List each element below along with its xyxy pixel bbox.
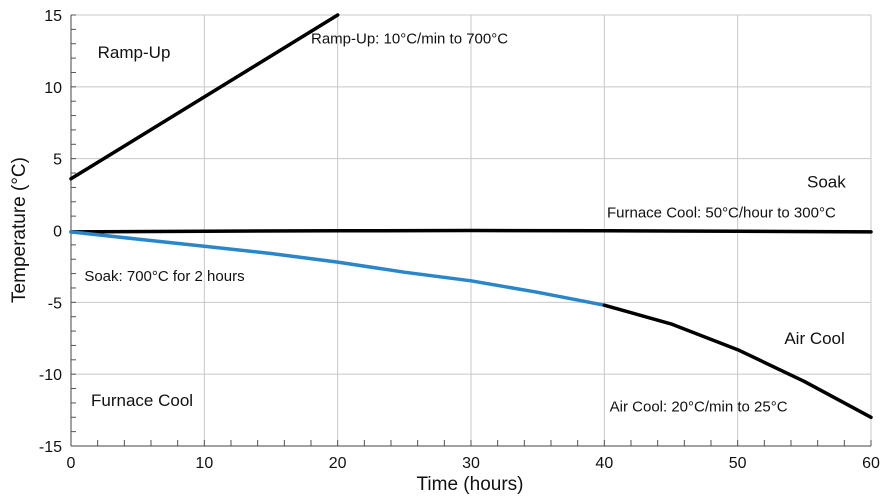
y-tick-label: -15 [39,439,62,456]
annotation: Soak [807,172,846,191]
series-line-2 [69,228,873,234]
annotation: Ramp-Up: 10°C/min to 700°C [311,31,508,48]
x-tick-label: 40 [595,455,613,472]
series-line-4 [602,303,873,420]
y-tick-label: -10 [39,367,62,384]
y-tick-label: 5 [53,152,62,169]
y-tick-label: -5 [48,295,62,312]
annotation: Ramp-Up [98,43,171,62]
annotation: Soak: 700°C for 2 hours [84,268,244,285]
x-tick-labels: 0 10 20 30 40 50 60 [67,455,880,472]
annotation: Furnace Cool: 50°C/hour to 300°C [607,205,836,222]
x-tick-label: 20 [329,455,347,472]
annotations: Ramp-Up Ramp-Up: 10°C/min to 700°C Soak Fur… [84,31,846,416]
annotation: Air Cool: 20°C/min to 25°C [610,399,788,416]
annotation: Air Cool [784,329,844,348]
y-tick-label: 15 [44,8,62,25]
annotation: Furnace Cool [91,391,193,410]
x-axis-label: Time (hours) [417,474,524,495]
y-tick-label: 0 [53,224,62,241]
x-tick-label: 30 [462,455,480,472]
series-line-1 [69,13,340,181]
series-lines [69,13,873,420]
series-line-3 [69,230,607,307]
x-tick-label: 60 [862,455,880,472]
x-tick-label: 10 [195,455,213,472]
x-tick-label: 0 [67,455,76,472]
y-tick-label: 10 [44,80,62,97]
y-tick-labels: 15 10 5 0 -5 -10 -15 [39,8,62,456]
y-axis-label: Temperature (°C) [9,157,30,303]
x-tick-label: 50 [729,455,747,472]
